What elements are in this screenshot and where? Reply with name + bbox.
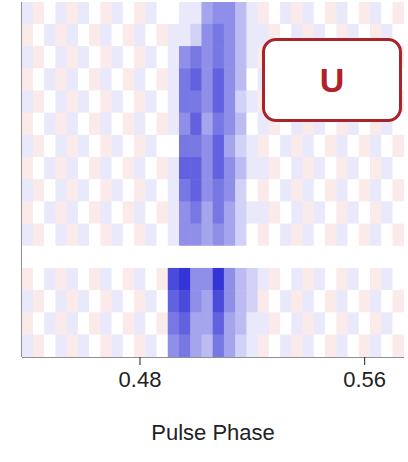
svg-text:Pulse Phase: Pulse Phase bbox=[151, 420, 275, 445]
svg-text:0.56: 0.56 bbox=[343, 367, 386, 392]
svg-text:0.48: 0.48 bbox=[119, 367, 162, 392]
html-text:U: U bbox=[319, 60, 345, 99]
